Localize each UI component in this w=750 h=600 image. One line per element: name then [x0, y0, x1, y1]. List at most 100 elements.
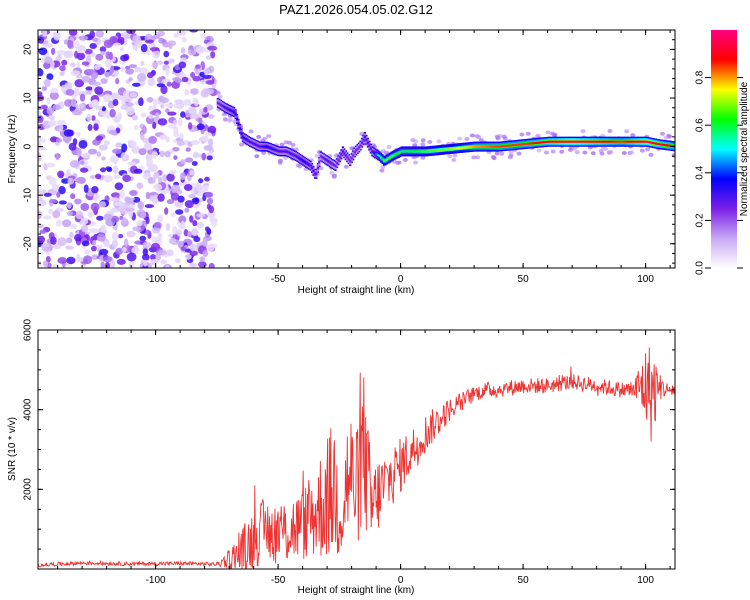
y-tick-label: -10: [23, 187, 34, 202]
noise-blob: [181, 76, 189, 83]
noise-blob: [190, 71, 196, 79]
noise-blob: [38, 261, 42, 267]
ridge-cell: [394, 153, 397, 156]
noise-blob: [59, 71, 65, 77]
noise-blob: [184, 253, 192, 260]
ridge-cell: [280, 150, 283, 153]
noise-blob: [66, 237, 73, 244]
ridge-cell: [493, 145, 496, 148]
noise-blob: [104, 59, 112, 68]
ridge-cell: [296, 155, 299, 158]
noise-blob: [80, 217, 89, 226]
noise-blob: [129, 140, 137, 147]
noise-blob: [38, 235, 45, 244]
noise-blob: [144, 204, 154, 209]
ridge-halo: [318, 166, 324, 171]
noise-blob: [100, 51, 106, 55]
noise-blob: [187, 122, 193, 130]
noise-blob: [38, 146, 46, 151]
ridge-cell: [563, 140, 566, 143]
noise-blob: [202, 238, 208, 247]
noise-blob: [160, 97, 169, 104]
ridge-cell: [588, 140, 591, 143]
ridge-cell: [375, 153, 378, 156]
ridge-cell: [418, 150, 421, 153]
noise-blob: [58, 124, 64, 132]
ridge-cell: [438, 149, 441, 152]
noise-blob: [56, 219, 62, 227]
noise-blob: [116, 258, 126, 265]
noise-blob: [49, 91, 59, 101]
noise-blob: [136, 182, 144, 190]
noise-blob: [196, 221, 204, 229]
ridge-cell: [513, 144, 516, 147]
noise-blob: [145, 216, 150, 225]
noise-blob: [176, 229, 182, 237]
noise-blob: [65, 89, 75, 96]
ridge-cell: [450, 147, 453, 150]
ridge-cell: [625, 140, 628, 143]
noise-blob: [61, 59, 68, 66]
ridge-cell: [541, 141, 544, 144]
noise-blob: [50, 236, 57, 245]
ridge-cell: [337, 159, 340, 162]
noise-blob: [69, 62, 76, 68]
noise-blob: [132, 82, 141, 87]
noise-blob: [74, 234, 82, 242]
ridge-cell: [466, 146, 469, 149]
ridge-cell: [574, 140, 577, 143]
x-tick-label: -50: [271, 575, 286, 586]
ridge-halo: [222, 117, 228, 122]
ridge-cell: [287, 151, 290, 154]
noise-blob: [111, 231, 119, 241]
ridge-halo: [544, 150, 549, 155]
ridge-cell: [388, 156, 391, 159]
noise-blob: [166, 81, 172, 87]
noise-blob: [95, 105, 103, 110]
noise-blob: [163, 50, 170, 58]
ridge-cell: [343, 152, 346, 155]
ridge-cell: [290, 152, 293, 155]
noise-blob: [111, 71, 120, 76]
noise-blob: [38, 152, 41, 162]
ridge-cell: [472, 145, 475, 148]
noise-blob: [134, 66, 142, 73]
noise-blob: [160, 85, 168, 95]
ridge-cell: [500, 145, 503, 148]
noise-blob: [191, 161, 198, 166]
ridge-cell: [507, 144, 511, 147]
noise-blob: [184, 184, 193, 191]
ridge-cell: [666, 144, 669, 147]
noise-blob: [147, 177, 156, 184]
ridge-cell: [590, 140, 593, 143]
ridge-halo: [501, 134, 507, 139]
ridge-cell: [350, 157, 353, 160]
noise-blob: [163, 60, 169, 65]
top-x-axis-label: Height of straight line (km): [298, 285, 415, 296]
noise-blob: [158, 249, 167, 256]
ridge-halo: [519, 132, 525, 137]
noise-blob: [46, 96, 51, 105]
ridge-cell: [366, 141, 369, 144]
ridge-cell: [362, 138, 365, 141]
noise-blob: [150, 258, 158, 265]
ridge-cell: [447, 148, 450, 151]
ridge-halo: [590, 151, 596, 156]
noise-blob: [100, 167, 107, 173]
ridge-halo: [266, 134, 272, 139]
ridge-cell: [269, 147, 272, 150]
ridge-halo: [402, 157, 408, 162]
ridge-cell: [553, 140, 556, 143]
colorbar-tick-label: 0.4: [695, 165, 706, 179]
ridge-cell: [237, 122, 240, 125]
noise-blob: [139, 67, 149, 75]
ridge-cell: [305, 161, 308, 164]
noise-blob: [140, 131, 145, 141]
noise-blob: [198, 178, 204, 184]
noise-blob: [158, 176, 163, 184]
noise-blob: [204, 191, 214, 198]
ridge-cell: [602, 140, 605, 143]
ridge-cell: [603, 140, 606, 143]
noise-blob: [90, 202, 100, 212]
noise-blob: [109, 129, 117, 136]
